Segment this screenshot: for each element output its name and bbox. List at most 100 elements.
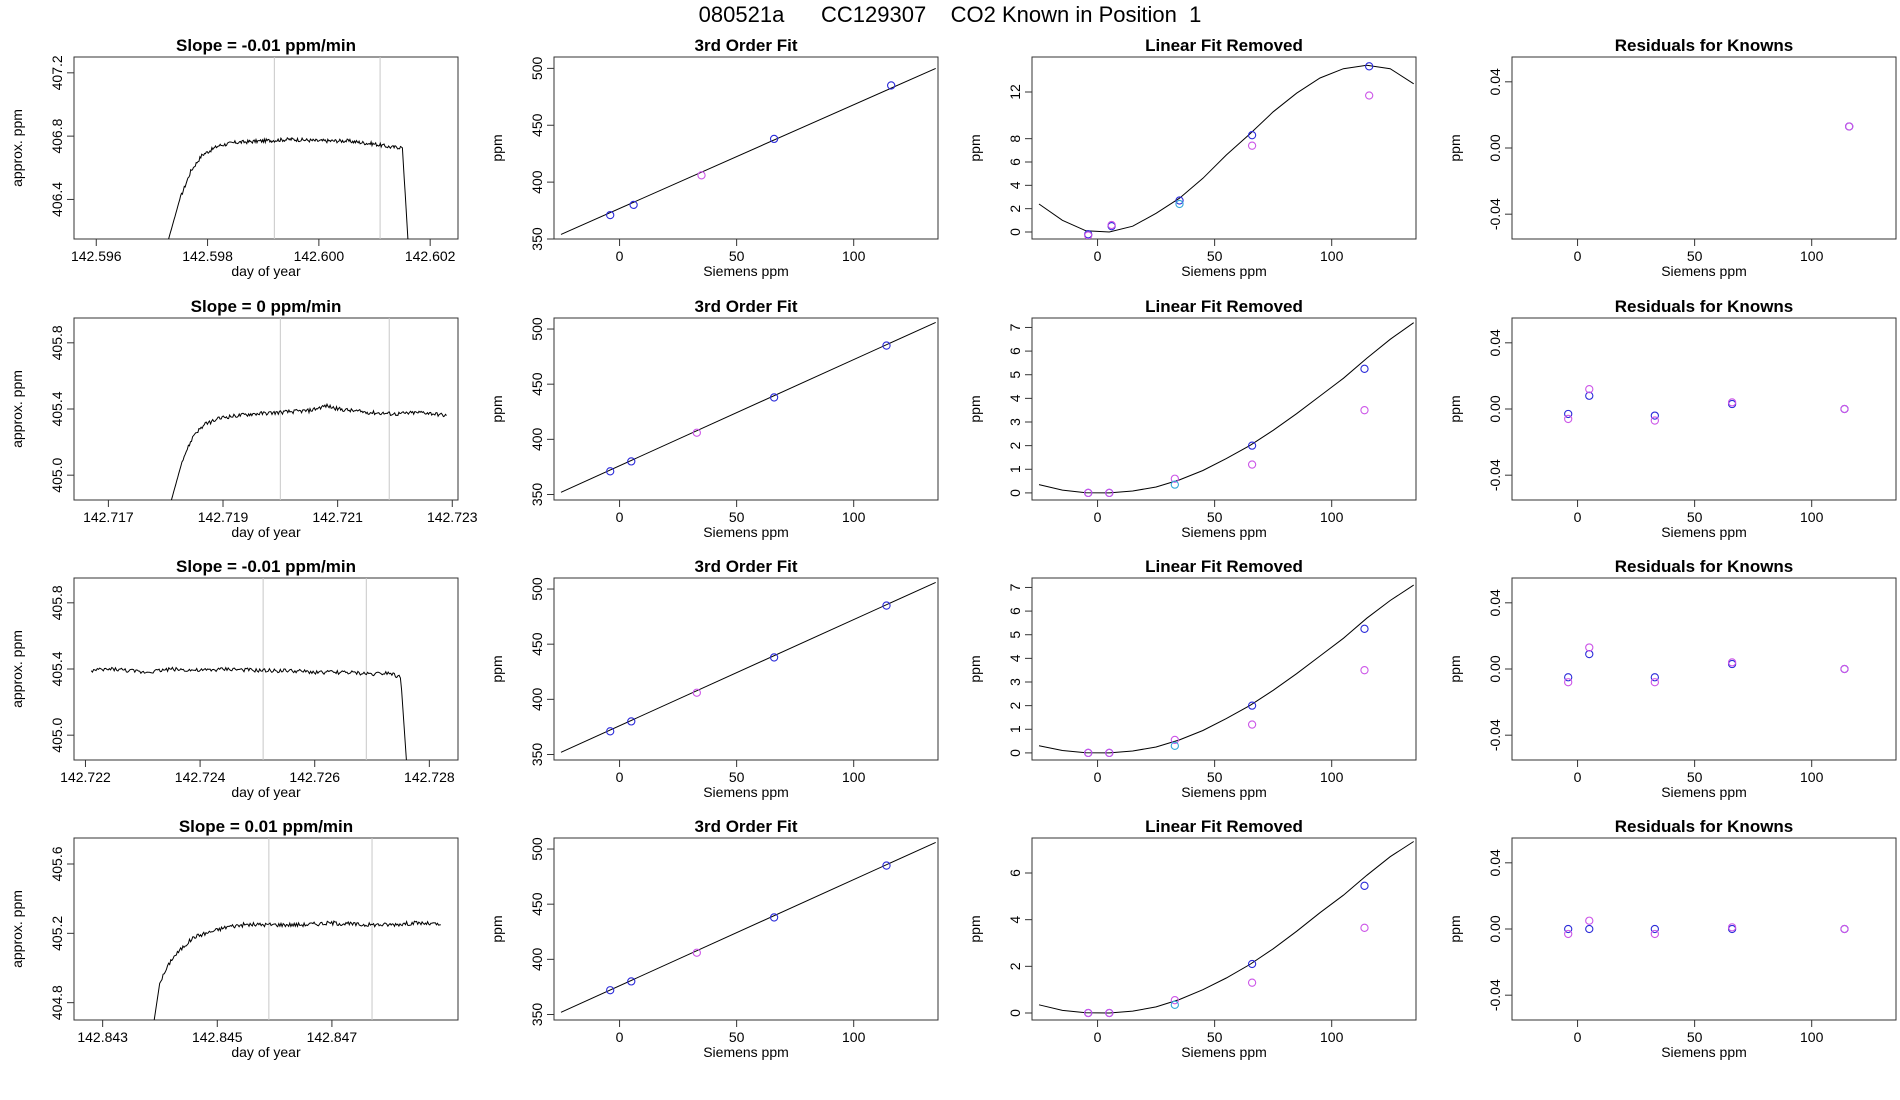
panel-3-3 [1505,837,1897,1027]
x-tick-label: 142.721 [312,509,363,525]
y-tick-label: 405.8 [49,325,65,360]
x-axis-label: Siemens ppm [1181,263,1267,279]
x-tick-label: 50 [1687,1029,1703,1045]
y-axis-label: ppm [1447,915,1463,942]
y-tick-label: -0.04 [1487,459,1503,491]
y-tick-label: 405.8 [49,585,65,620]
panel-0-0 [67,56,459,246]
data-point [1564,673,1573,682]
x-tick-label: 142.728 [404,769,455,785]
data-point [1170,474,1179,483]
panel-3-2 [1025,837,1417,1027]
data-point [1170,1000,1179,1009]
y-tick-label: 350 [529,743,545,767]
x-tick-label: 50 [729,248,745,264]
y-axis-label: ppm [967,655,983,682]
plot-title: 3rd Order Fit [695,297,798,316]
fit-curve [560,67,936,235]
data-point [1365,62,1374,71]
x-axis-label: Siemens ppm [703,784,789,800]
x-tick-label: 100 [842,1029,866,1045]
panel-0-1 [547,56,939,246]
x-tick-label: 0 [1094,509,1102,525]
data-point [1840,924,1849,934]
y-tick-label: 405.0 [49,717,65,752]
fit-curve [1038,322,1414,494]
x-tick-label: 50 [729,769,745,785]
y-tick-label: 400 [529,687,545,711]
plot-title: 3rd Order Fit [695,36,798,55]
plot-frame [553,56,939,240]
panel-1-2 [1025,317,1417,507]
y-tick-label: 500 [529,837,545,861]
y-tick-label: 406.4 [49,182,65,217]
panel-0-2 [1025,56,1417,246]
data-point [1170,741,1179,750]
y-tick-label: 405.6 [49,846,65,881]
y-tick-label: 0.00 [1487,915,1503,942]
x-tick-label: 100 [1800,769,1824,785]
plot-area [560,321,936,493]
data-point [692,948,701,957]
x-tick-label: 142.722 [60,769,111,785]
plot-title: Linear Fit Removed [1145,817,1303,836]
y-tick-label: 3 [1007,418,1023,426]
data-point [1845,122,1854,131]
fit-curve [560,321,936,493]
y-tick-label: 405.4 [49,651,65,686]
data-trace [90,666,407,760]
panel-0-3 [1505,56,1897,246]
y-tick-label: 1 [1007,465,1023,473]
y-tick-label: 0 [1007,749,1023,757]
plot-area [560,581,936,753]
plot-area [153,838,441,1020]
x-tick-label: 50 [1687,248,1703,264]
data-point [882,861,891,870]
y-tick-label: 0 [1007,228,1023,236]
y-tick-label: 0.04 [1487,589,1503,616]
x-tick-label: 142.602 [405,248,456,264]
data-trace [153,920,441,1020]
y-tick-label: 5 [1007,631,1023,639]
x-axis-label: Siemens ppm [1661,784,1747,800]
data-point [769,653,779,662]
x-tick-label: 0 [1574,248,1582,264]
data-point [627,977,636,986]
x-tick-label: 50 [729,1029,745,1045]
data-point [692,428,701,437]
plot-title: Residuals for Knowns [1615,36,1794,55]
x-tick-label: 50 [1687,509,1703,525]
data-point [1650,924,1659,934]
data-point [1564,414,1573,424]
x-axis-label: Siemens ppm [1181,524,1267,540]
plot-title: Slope = 0.01 ppm/min [179,817,353,836]
y-tick-label: 350 [529,483,545,507]
y-axis-label: ppm [489,134,505,161]
y-axis-label: ppm [489,915,505,942]
x-tick-label: 142.596 [71,248,122,264]
plot-frame [553,837,939,1021]
y-tick-label: 0.00 [1487,134,1503,161]
fit-curve [1038,841,1414,1014]
plot-frame [73,56,459,240]
y-axis-label: ppm [1447,655,1463,682]
data-point [1360,624,1369,633]
y-tick-label: 5 [1007,371,1023,379]
plot-area [560,67,936,235]
x-tick-label: 0 [616,769,624,785]
data-point [887,81,896,90]
x-axis-label: Siemens ppm [1181,1044,1267,1060]
plot-area [1564,384,1849,425]
data-point [1564,409,1573,419]
x-tick-label: 100 [1320,1029,1344,1045]
y-tick-label: 450 [529,372,545,396]
x-tick-label: 100 [1320,248,1344,264]
data-point [627,717,636,726]
x-axis-label: Siemens ppm [703,263,789,279]
y-tick-label: 8 [1007,135,1023,143]
plot-area [170,318,447,500]
plot-area [1564,643,1849,687]
y-tick-label: 2 [1007,442,1023,450]
page-title: 080521a CC129307 CO2 Known in Position 1 [698,2,1202,27]
plot-frame [73,837,459,1021]
